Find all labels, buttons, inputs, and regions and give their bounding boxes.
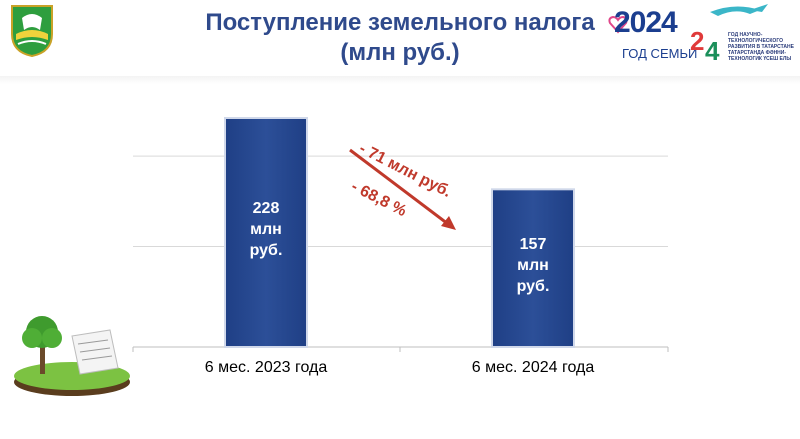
page-title: Поступление земельного налога (млн руб.) bbox=[130, 8, 670, 68]
tree-document-illustration-icon bbox=[14, 316, 130, 396]
category-label: 6 мес. 2023 года bbox=[204, 359, 328, 376]
bar-data-label: 157 млн руб. bbox=[493, 234, 573, 297]
year-logo-number: 2024 bbox=[614, 6, 678, 39]
bar-data-label-line: млн bbox=[250, 221, 282, 238]
bar-data-label-line: руб. bbox=[516, 277, 550, 295]
svg-text:4: 4 bbox=[705, 36, 720, 66]
year-of-family-logo-icon: 2024 ГОД СЕМЬИ bbox=[608, 6, 697, 62]
bar-1 bbox=[224, 117, 308, 348]
arrow-head-icon bbox=[441, 216, 456, 230]
heart-icon bbox=[608, 15, 628, 34]
science-year-logo-icon: 2 4 ГОД НАУЧНО-ТЕХНОЛОГИЧЕСКОГО РАЗВИТИЯ… bbox=[690, 2, 796, 66]
decrease-arrow bbox=[349, 148, 453, 229]
bar-data-label-line: 157 bbox=[519, 235, 547, 253]
bar-data-label: 228 млн руб. bbox=[226, 198, 306, 261]
bar-data-label-line: 228 bbox=[252, 200, 280, 217]
header-divider bbox=[0, 76, 800, 84]
svg-text:2: 2 bbox=[690, 26, 704, 56]
title-line-2: (млн руб.) bbox=[340, 39, 460, 66]
bar-data-label-line: млн bbox=[517, 256, 549, 274]
year-logo-caption: ГОД СЕМЬИ bbox=[622, 46, 698, 61]
coat-of-arms-icon bbox=[11, 5, 53, 58]
header-bar bbox=[0, 0, 800, 76]
title-line-1: Поступление земельного налога bbox=[205, 9, 595, 36]
category-label: 6 мес. 2024 года bbox=[471, 359, 595, 376]
bar-2 bbox=[491, 188, 575, 348]
bar-data-label-line: руб. bbox=[249, 242, 283, 259]
science-logo-caption: ГОД НАУЧНО-ТЕХНОЛОГИЧЕСКОГО РАЗВИТИЯ В Т… bbox=[728, 32, 794, 62]
